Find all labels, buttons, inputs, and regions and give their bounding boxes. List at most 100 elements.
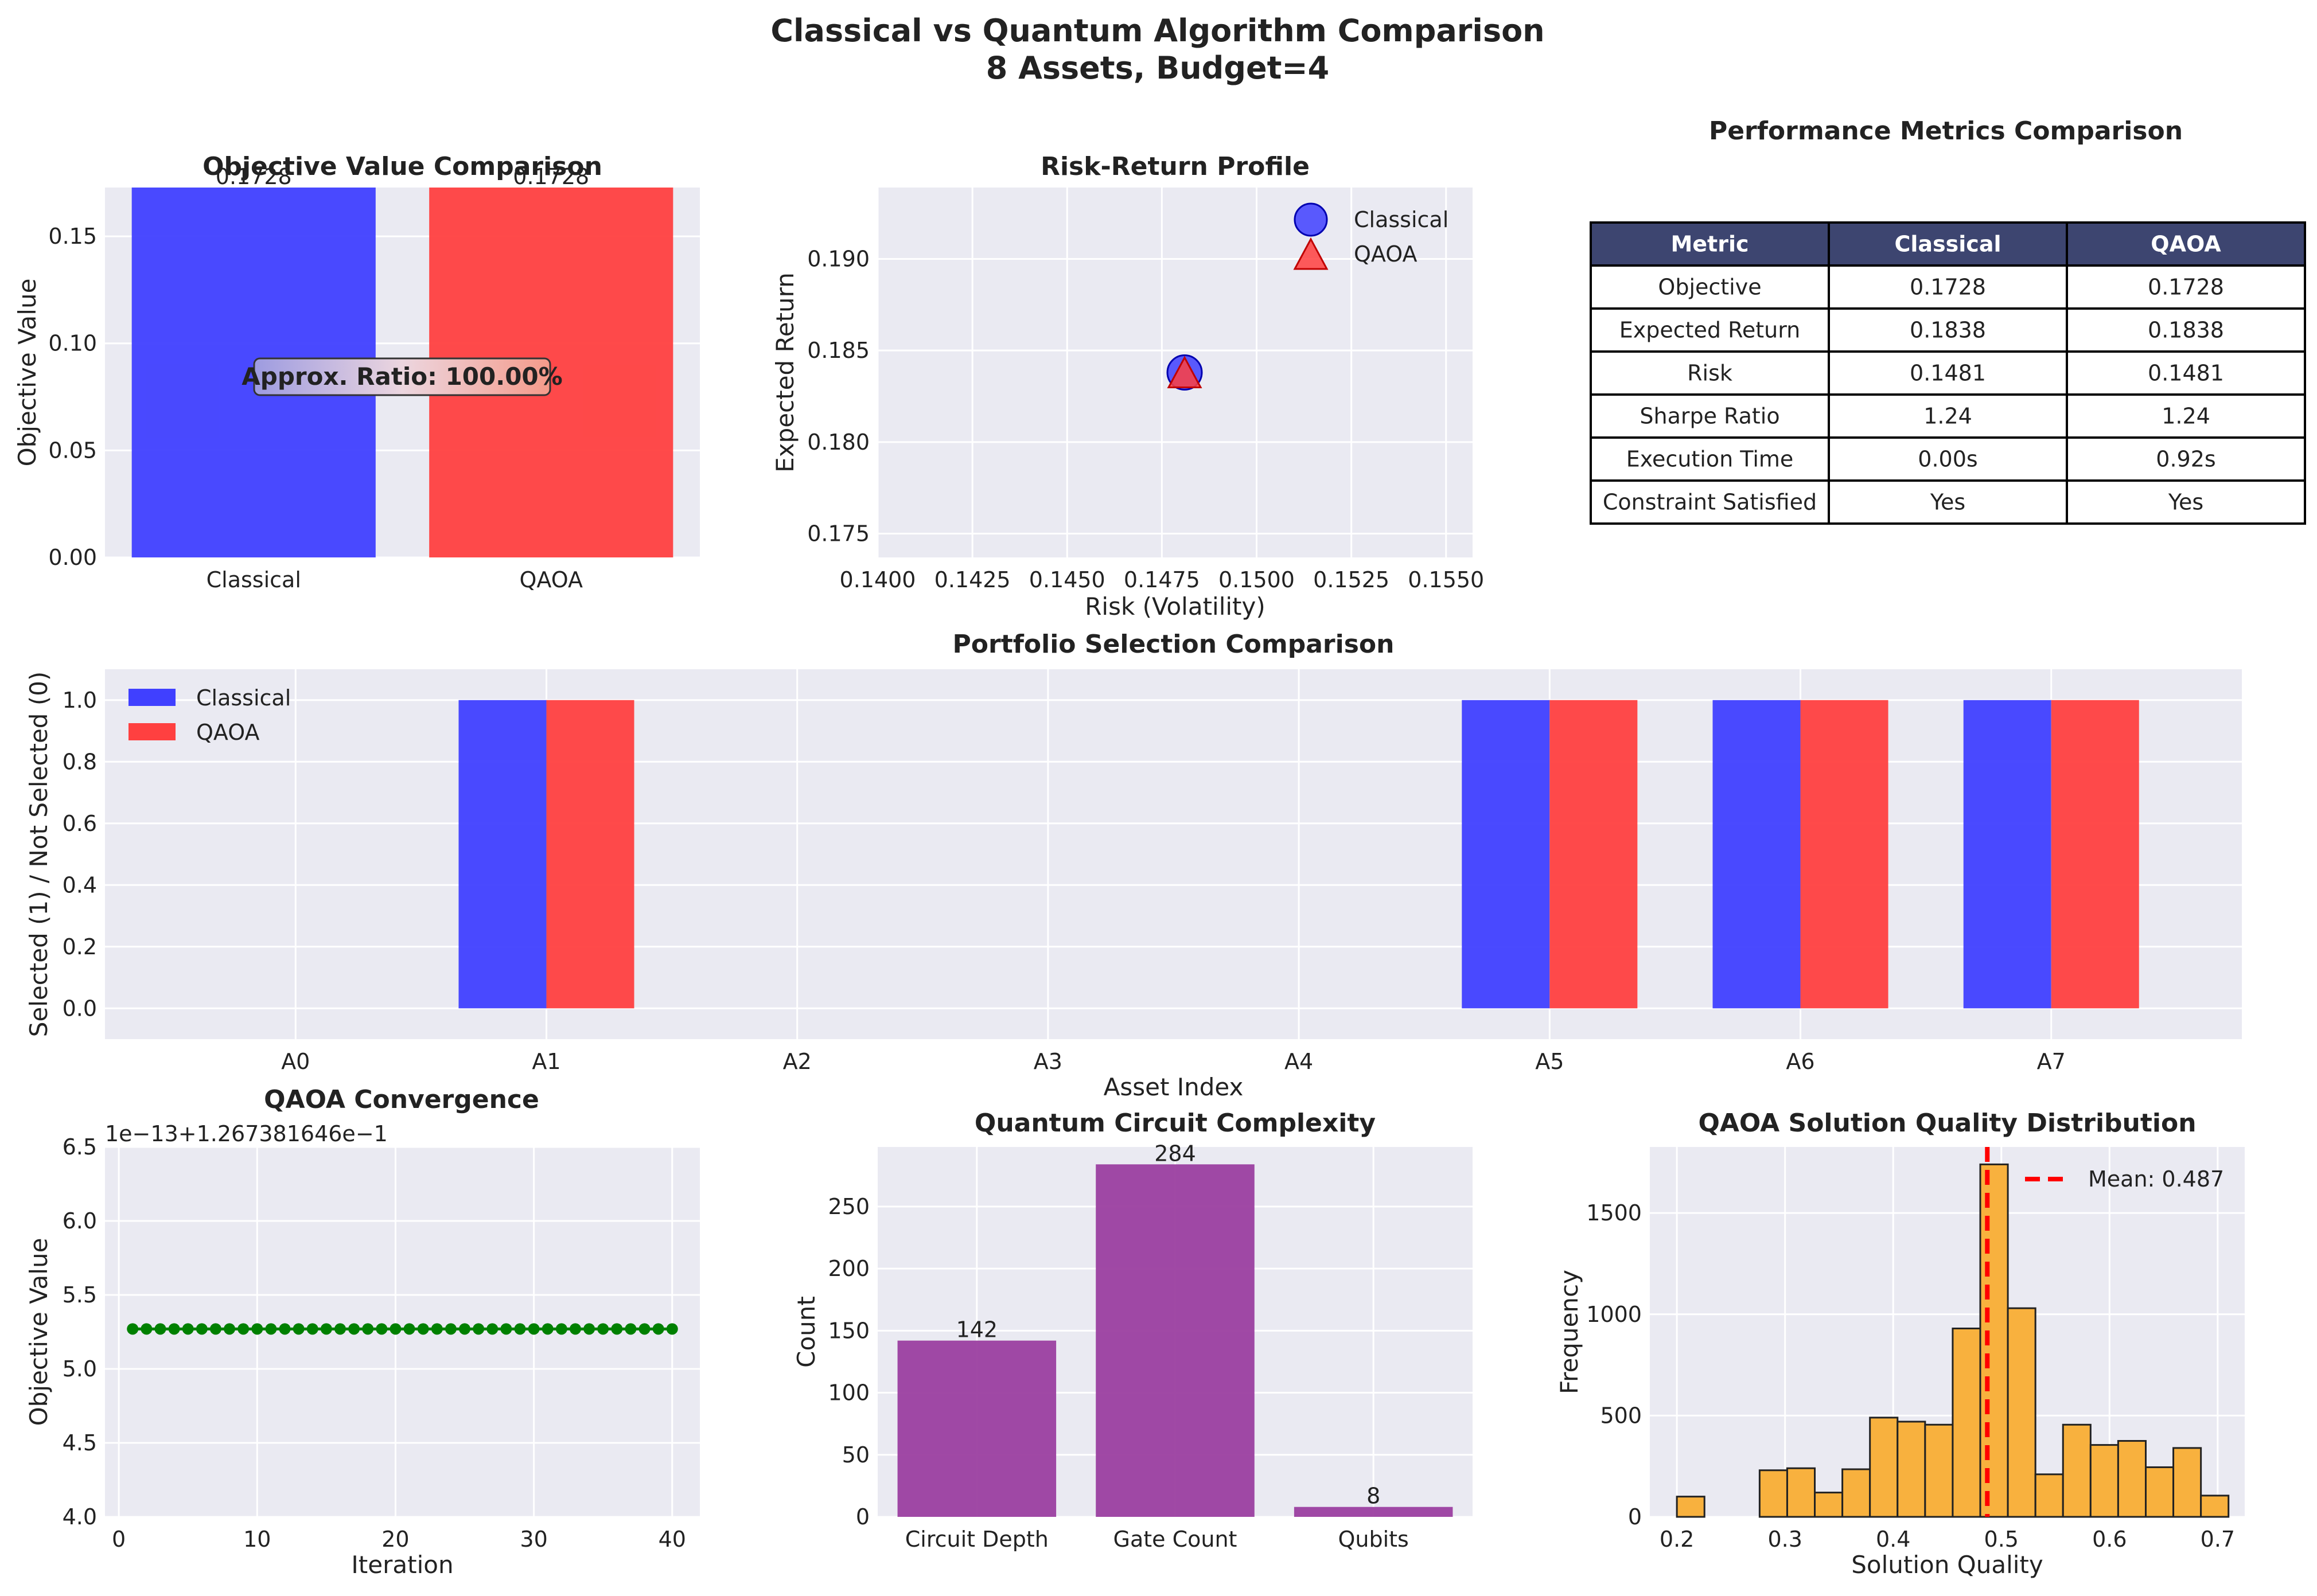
y-tick-label: 0.180 [807, 430, 870, 455]
convergence-point [279, 1323, 291, 1335]
convergence-point [431, 1323, 443, 1335]
convergence-point [514, 1323, 526, 1335]
x-axis-label: Risk (Volatility) [1085, 592, 1265, 621]
legend-label-classical: Classical [196, 685, 291, 711]
x-tick-label: 10 [243, 1527, 271, 1552]
convergence-point [127, 1323, 139, 1335]
table-header-cell [1590, 221, 1830, 267]
y-tick-label: 1.0 [63, 688, 97, 713]
table-cell-text: 0.1728 [1910, 275, 1986, 300]
selection-bar [546, 700, 634, 1009]
y-axis-label: Frequency [1555, 1270, 1583, 1394]
histogram-bin [2200, 1494, 2230, 1518]
x-tick-label: Classical [207, 567, 301, 592]
table-cell-text: Risk [1687, 361, 1732, 386]
circuit-complexity-chart: 142 Circuit Depth 284 Gate Count 8 Qubits 0 50 1… [792, 1109, 1473, 1552]
convergence-point [141, 1323, 153, 1335]
y-axis-label: Selected (1) / Not Selected (0) [25, 672, 53, 1037]
y-tick-label: 100 [828, 1380, 870, 1406]
chart-title: Performance Metrics Comparison [1709, 116, 2183, 146]
x-tick-label: QAOA [520, 567, 583, 592]
metrics-table: Performance Metrics Comparison Metric Clas… [1590, 116, 2306, 525]
convergence-point [597, 1323, 609, 1335]
chart-title: Objective Value Comparison [203, 152, 602, 181]
x-tick-label: 0.2 [1660, 1527, 1694, 1552]
x-tick-label: A1 [532, 1049, 560, 1074]
x-tick-label: A4 [1284, 1049, 1313, 1074]
convergence-point [652, 1323, 664, 1335]
risk-return-chart: 0.175 0.180 0.185 0.190 0.1400 0.1425 0.1450 0.… [771, 152, 1484, 621]
histogram-bin [2007, 1307, 2036, 1518]
table-cell [2066, 436, 2306, 482]
complexity-bar [1096, 1164, 1255, 1517]
bar-value-label: 0.1728 [513, 164, 589, 189]
table-cell-text: 0.1838 [2148, 318, 2224, 343]
y-tick-label: 0.10 [48, 331, 97, 356]
y-tick-label: 0.2 [63, 934, 97, 959]
y-tick-label: 0.00 [48, 545, 97, 570]
x-tick-label: Circuit Depth [905, 1527, 1049, 1552]
legend-marker-qaoa [1293, 237, 1329, 270]
convergence-point [251, 1323, 263, 1335]
x-axis-label: Asset Index [1104, 1073, 1244, 1101]
chart-title: Quantum Circuit Complexity [975, 1109, 1376, 1138]
complexity-bar [1294, 1507, 1453, 1517]
y-tick-label: 150 [828, 1318, 870, 1343]
histogram-bin [2034, 1473, 2064, 1518]
x-tick-label: 0 [112, 1527, 126, 1552]
table-cell [1828, 436, 2068, 482]
histogram-bin [1786, 1467, 1816, 1518]
x-tick-label: A5 [1535, 1049, 1564, 1074]
selection-bar [1462, 700, 1550, 1009]
chart-title: Portfolio Selection Comparison [953, 630, 1395, 659]
x-tick-label: 0.1425 [934, 567, 1011, 592]
y-tick-label: 0.0 [63, 996, 97, 1021]
y-tick-label: 0.15 [48, 224, 97, 249]
x-tick-label: Qubits [1338, 1527, 1408, 1552]
charts-layer: 0.1728Classical0.1728QAOA0.000.050.100.1… [13, 116, 2306, 1579]
x-tick-label: 40 [659, 1527, 686, 1552]
table-cell [1590, 436, 1830, 482]
convergence-point [666, 1323, 678, 1335]
y-axis-label: Objective Value [13, 279, 41, 467]
x-tick-label: A7 [2037, 1049, 2066, 1074]
table-cell [1590, 479, 1830, 525]
convergence-point [528, 1323, 540, 1335]
x-tick-label: 0.3 [1767, 1527, 1802, 1552]
chart-title: Risk-Return Profile [1041, 152, 1310, 181]
selection-bar [1800, 700, 1888, 1009]
convergence-point [638, 1323, 651, 1335]
x-tick-label: 30 [520, 1527, 547, 1552]
y-tick-label: 4.0 [63, 1504, 97, 1529]
legend-mean-label: Mean: 0.487 [2088, 1166, 2224, 1192]
chart-title: QAOA Convergence [264, 1085, 539, 1114]
y-tick-label: 0.8 [63, 749, 97, 774]
y-tick-label: 0.190 [807, 247, 870, 272]
plot-area [105, 1147, 700, 1517]
histogram-bin [1676, 1496, 1705, 1518]
x-tick-label: Gate Count [1113, 1527, 1237, 1552]
y-tick-label: 0.185 [807, 338, 870, 363]
legend-label-classical: Classical [1354, 207, 1448, 232]
convergence-point [555, 1323, 567, 1335]
bar-value-label: 8 [1366, 1484, 1380, 1509]
figure-title: Classical vs Quantum Algorithm Compariso… [770, 13, 1544, 49]
convergence-point [320, 1323, 332, 1335]
convergence-point [611, 1323, 623, 1335]
y-tick-label: 5.0 [63, 1356, 97, 1382]
convergence-point [625, 1323, 637, 1335]
y-axis-label: Count [792, 1296, 820, 1368]
legend-label-qaoa: QAOA [196, 720, 259, 745]
y-tick-label: 1500 [1586, 1200, 1642, 1226]
convergence-point [486, 1323, 499, 1335]
x-tick-label: 0.6 [2092, 1527, 2127, 1552]
convergence-point [473, 1323, 485, 1335]
convergence-point [445, 1323, 457, 1335]
table-cell [1828, 479, 2068, 525]
table-cell-text: Execution Time [1626, 447, 1794, 472]
table-cell [2066, 307, 2306, 353]
y-tick-label: 1000 [1586, 1302, 1642, 1327]
legend-label-qaoa: QAOA [1354, 241, 1417, 267]
portfolio-selection-chart: A0 A1 A2 A3 A4 A5 A6 A7 0.0 0.2 0.4 0.6 0.8 1.0 Select… [25, 630, 2242, 1101]
y-axis-label: Objective Value [25, 1238, 53, 1426]
